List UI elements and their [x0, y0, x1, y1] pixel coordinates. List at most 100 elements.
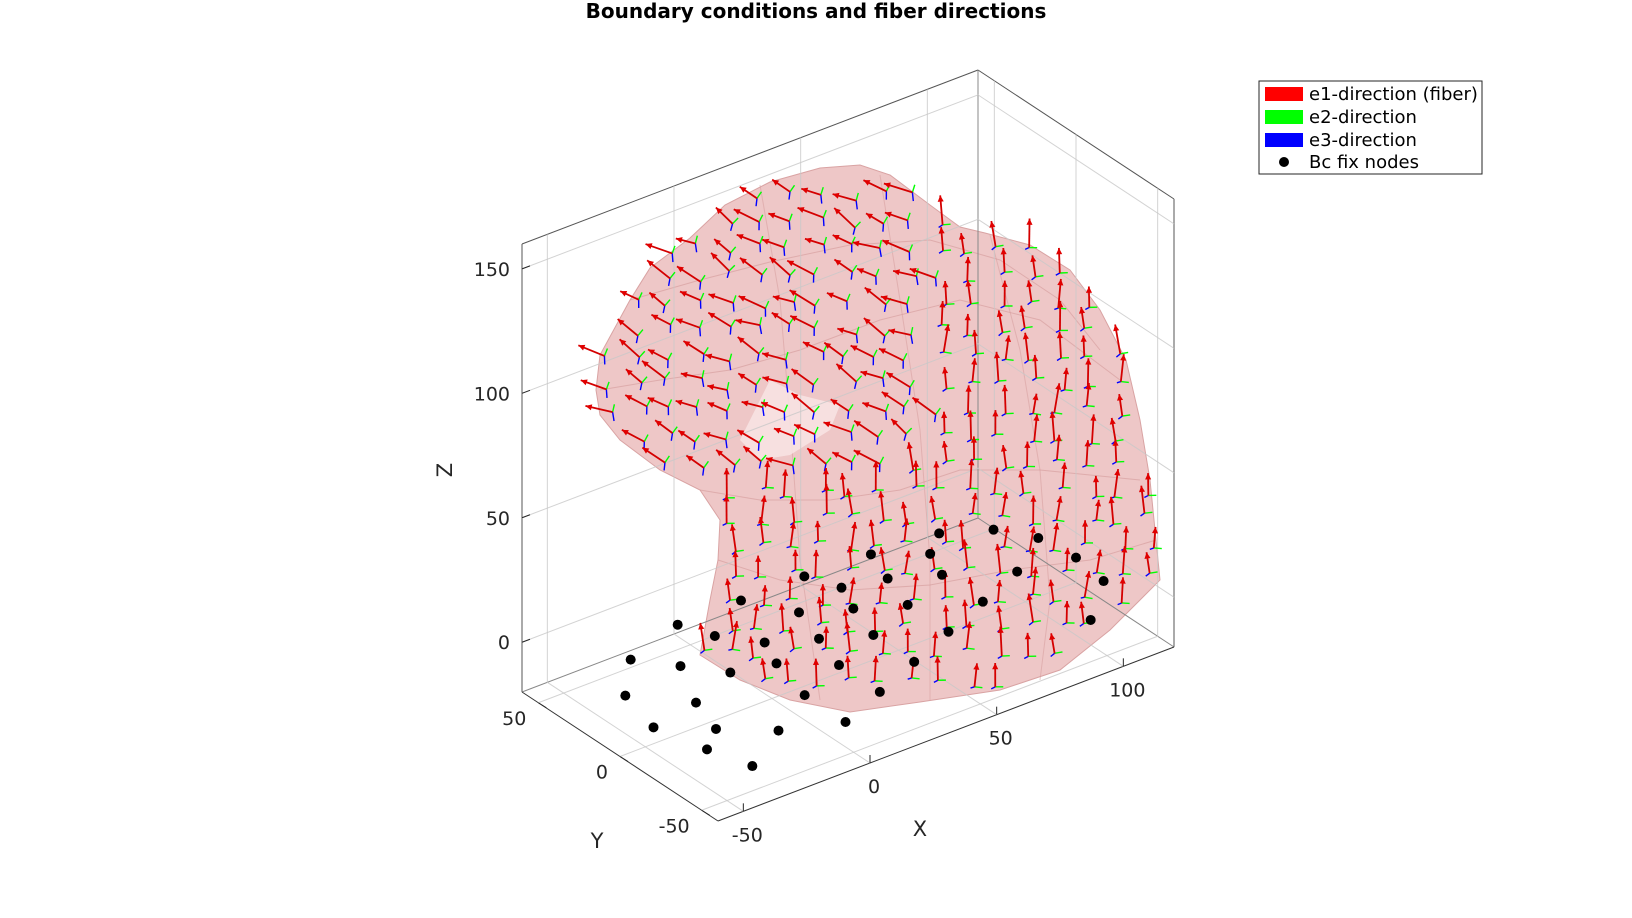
e1-arrow-head	[675, 399, 683, 406]
chart-title: Boundary conditions and fiber directions	[586, 0, 1047, 23]
bc-fix-node	[874, 686, 885, 697]
bc-fix-node	[1033, 533, 1044, 544]
z-tick-mark	[521, 265, 531, 270]
e1-arrow-head	[703, 431, 711, 438]
y-tick-label: -50	[659, 815, 690, 837]
e3-arrow	[1050, 440, 1055, 444]
e3-arrow	[1023, 655, 1029, 660]
e2-arrow	[1002, 514, 1011, 518]
e1-arrow-head	[698, 622, 705, 630]
e1-arrow-head	[1109, 417, 1116, 425]
e1-arrow-head	[863, 180, 871, 186]
e3-arrow	[962, 625, 967, 630]
e3-arrow	[942, 460, 948, 465]
e1-arrow-head	[676, 266, 684, 273]
e1-arrow-head	[1026, 280, 1033, 288]
e2-arrow	[855, 326, 860, 335]
e2-arrow	[752, 656, 762, 659]
e1-arrow-head	[761, 402, 769, 408]
e1-arrow-head	[853, 450, 861, 456]
e3-arrow	[962, 334, 968, 338]
e2-arrow	[851, 549, 860, 552]
x-tick-label: 50	[989, 728, 1013, 750]
e2-arrow	[671, 245, 676, 254]
e2-arrow	[1036, 376, 1045, 379]
e3-arrow	[962, 647, 967, 651]
e2-arrow	[942, 223, 951, 226]
axis-ticks: -50 0 50 100 -50 0 50 0 50 100 150	[474, 259, 1146, 846]
e1-arrow-head	[1024, 441, 1031, 448]
e3-arrow	[990, 492, 995, 496]
e2-arrow	[703, 346, 709, 355]
e3-arrow	[749, 627, 755, 631]
e3-arrow	[879, 520, 885, 524]
e2-arrow	[785, 375, 790, 384]
e3-arrow	[1060, 389, 1065, 392]
e1-arrow-head	[714, 239, 721, 246]
e2-arrow	[695, 399, 700, 408]
e1-arrow-head	[1080, 335, 1087, 342]
e1-arrow-head	[705, 353, 713, 360]
e1-arrow-head	[1138, 485, 1146, 493]
e1-arrow-head	[735, 318, 743, 325]
e2-arrow	[759, 317, 763, 326]
e2-arrow	[726, 382, 730, 391]
e1-arrow-head	[675, 237, 683, 243]
z-tick-mark	[521, 638, 531, 643]
bc-fix-node	[702, 744, 712, 755]
e1-arrow-head	[676, 318, 683, 325]
e1-arrow-head	[844, 622, 851, 629]
bc-fix-nodes	[620, 524, 1109, 772]
e1-arrow-head	[909, 267, 917, 274]
e3-arrow	[875, 601, 880, 605]
grid-line-x	[800, 137, 997, 716]
e1-arrow-head	[732, 621, 739, 628]
e3-arrow	[702, 353, 705, 363]
bc-fix-node	[882, 573, 893, 584]
bc-fix-node	[773, 725, 784, 736]
e3-arrow	[844, 677, 850, 681]
e2-arrow	[732, 295, 737, 304]
legend-e1-swatch	[1265, 87, 1303, 101]
e3-arrow	[731, 575, 737, 580]
bc-fix-node	[648, 722, 659, 733]
e2-arrow	[1153, 547, 1162, 550]
e1-arrow-head	[881, 391, 889, 398]
e3-arrow	[1058, 486, 1063, 490]
e3-arrow	[930, 568, 935, 573]
e1-arrow-head	[823, 421, 831, 428]
e2-arrow	[728, 264, 736, 272]
e1-arrow-head	[778, 603, 785, 610]
e1-arrow-head	[1123, 526, 1130, 533]
e2-arrow	[643, 434, 649, 442]
e1-arrow-head	[965, 385, 972, 392]
bc-fix-node	[771, 658, 782, 669]
e1-arrow-head	[944, 324, 951, 332]
e1-arrow-head	[1056, 331, 1063, 339]
e1-arrow-head	[649, 292, 657, 299]
e1-arrow-head	[733, 209, 741, 215]
e2-arrow	[1114, 496, 1123, 499]
e2-arrow	[975, 352, 985, 355]
bc-fix-node	[865, 549, 876, 560]
e3-arrow	[933, 679, 939, 684]
e1-arrow-head	[647, 260, 654, 267]
e1-arrow-head	[864, 287, 872, 294]
e1-arrow-head	[826, 292, 834, 299]
e3-arrow	[662, 305, 666, 314]
e2-arrow	[1034, 440, 1043, 443]
e3-arrow	[1145, 572, 1151, 577]
e3-arrow	[938, 224, 943, 229]
e3-arrow	[785, 597, 791, 601]
e3-arrow	[783, 247, 786, 256]
e1-arrow-head	[707, 384, 715, 391]
e1-arrow-head	[939, 301, 946, 308]
e1-arrow-head	[655, 420, 663, 427]
e3-arrow	[994, 380, 999, 385]
e3-arrow	[1001, 358, 1006, 362]
e2-arrow	[935, 407, 941, 415]
e3-arrow	[1111, 461, 1117, 465]
e2-arrow	[823, 236, 828, 245]
e2-arrow	[825, 457, 832, 465]
e2-arrow	[903, 399, 909, 407]
